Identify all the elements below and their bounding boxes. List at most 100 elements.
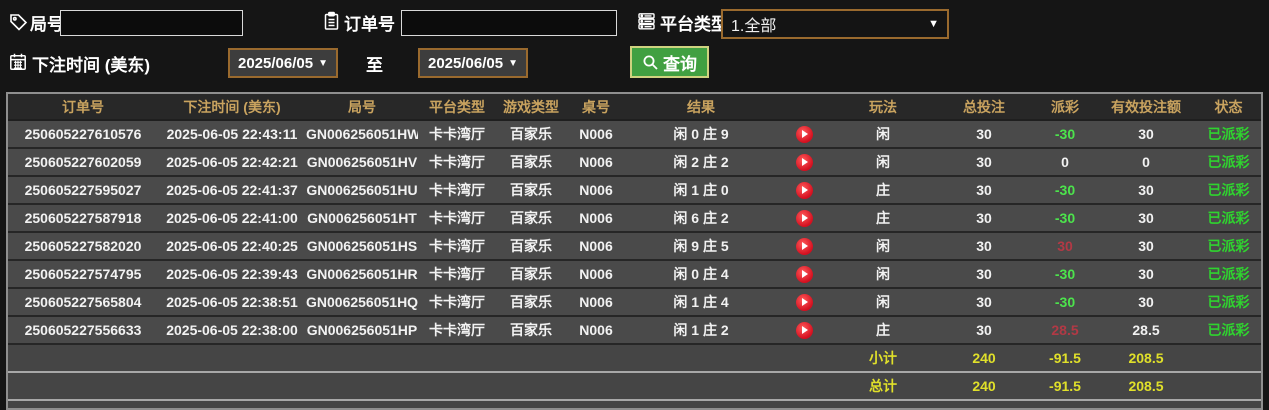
cell-game: 百家乐	[496, 120, 566, 149]
cell-platform: 卡卡湾厅	[418, 288, 496, 317]
col-valid-bet: 有效投注额	[1096, 94, 1196, 121]
cell-order_no: 250605227587918	[8, 204, 158, 233]
cell-round_no: GN006256051HP	[306, 316, 418, 345]
cell-result: 闲 2 庄 2	[626, 148, 776, 177]
date-to-value: 2025/06/05	[428, 54, 504, 72]
cell-order_no: 250605227556633	[8, 316, 158, 345]
cell-play	[776, 288, 832, 317]
cell-platform: 卡卡湾厅	[418, 176, 496, 205]
cell-total: 30	[934, 260, 1034, 289]
cell-total: 30	[934, 316, 1034, 345]
table-row: 250605227602059 2025-06-05 22:42:21 GN0062…	[8, 148, 1261, 177]
cell-payout: -30	[1034, 204, 1096, 233]
cell-bet: 闲	[832, 232, 934, 261]
cell-status: 已派彩	[1196, 204, 1261, 233]
video-play-button[interactable]	[795, 293, 813, 311]
cell-valid: 30	[1096, 232, 1196, 261]
cell-total: 30	[934, 204, 1034, 233]
cell-status: 已派彩	[1196, 316, 1261, 345]
video-play-button[interactable]	[795, 237, 813, 255]
search-button-label: 查询	[663, 54, 697, 74]
table-row: 250605227582020 2025-06-05 22:40:25 GN0062…	[8, 232, 1261, 261]
cell-order_no: 250605227582020	[8, 232, 158, 261]
video-play-button[interactable]	[795, 125, 813, 143]
cell-bet: 庄	[832, 316, 934, 345]
cell-bet_time: 2025-06-05 22:41:37	[158, 176, 306, 205]
cell-platform: 卡卡湾厅	[418, 204, 496, 233]
cell-round_no: GN006256051HW	[306, 120, 418, 149]
cell-game: 百家乐	[496, 148, 566, 177]
cell-bet_time: 2025-06-05 22:38:51	[158, 288, 306, 317]
cell-table_no: N006	[566, 120, 626, 149]
cell-valid: 30	[1096, 120, 1196, 149]
play-icon	[802, 326, 808, 335]
total-valid-bet: 208.5	[1096, 371, 1196, 401]
cell-play	[776, 120, 832, 149]
cell-platform: 卡卡湾厅	[418, 120, 496, 149]
subtotal-row: 小计 240 -91.5 208.5	[8, 343, 1261, 372]
cell-result: 闲 1 庄 2	[626, 316, 776, 345]
video-play-button[interactable]	[795, 265, 813, 283]
video-play-button[interactable]	[795, 153, 813, 171]
cell-game: 百家乐	[496, 232, 566, 261]
cell-round_no: GN006256051HQ	[306, 288, 418, 317]
cell-round_no: GN006256051HT	[306, 204, 418, 233]
cell-round_no: GN006256051HU	[306, 176, 418, 205]
cell-order_no: 250605227565804	[8, 288, 158, 317]
col-game-type: 游戏类型	[496, 94, 566, 121]
date-to-picker[interactable]: 2025/06/05 ▼	[418, 48, 528, 78]
order-number-input[interactable]	[401, 10, 617, 36]
cell-bet: 闲	[832, 120, 934, 149]
cell-game: 百家乐	[496, 260, 566, 289]
cell-play	[776, 148, 832, 177]
cell-play	[776, 260, 832, 289]
total-total-bet: 240	[934, 371, 1034, 401]
platform-stack-icon	[636, 11, 657, 31]
total-label: 总计	[832, 371, 934, 401]
col-bet-type: 玩法	[832, 94, 934, 121]
cell-valid: 0	[1096, 148, 1196, 177]
cell-payout: -30	[1034, 260, 1096, 289]
play-icon	[802, 186, 808, 195]
cell-payout: 0	[1034, 148, 1096, 177]
cell-play	[776, 204, 832, 233]
col-replay	[776, 94, 832, 121]
col-bet-time: 下注时间 (美东)	[158, 94, 306, 121]
cell-order_no: 250605227602059	[8, 148, 158, 177]
bet-records-table: 订单号 下注时间 (美东) 局号 平台类型 游戏类型 桌号 结果 玩法 总投注 …	[6, 92, 1263, 410]
cell-order_no: 250605227610576	[8, 120, 158, 149]
cell-play	[776, 316, 832, 345]
cell-bet: 闲	[832, 288, 934, 317]
platform-type-select[interactable]: 1.全部 ▼	[721, 9, 949, 39]
cell-table_no: N006	[566, 288, 626, 317]
cell-valid: 28.5	[1096, 316, 1196, 345]
cell-total: 30	[934, 232, 1034, 261]
cell-payout: 28.5	[1034, 316, 1096, 345]
calendar-icon	[8, 52, 28, 72]
video-play-button[interactable]	[795, 181, 813, 199]
round-number-input[interactable]	[60, 10, 243, 36]
col-status: 状态	[1196, 94, 1261, 121]
order-number-label: 订单号	[344, 15, 395, 34]
subtotal-valid-bet: 208.5	[1096, 343, 1196, 372]
cell-game: 百家乐	[496, 316, 566, 345]
chevron-down-icon: ▼	[508, 57, 518, 69]
cell-game: 百家乐	[496, 176, 566, 205]
cell-table_no: N006	[566, 204, 626, 233]
cell-bet: 闲	[832, 148, 934, 177]
cell-status: 已派彩	[1196, 176, 1261, 205]
cell-platform: 卡卡湾厅	[418, 260, 496, 289]
search-button[interactable]: 查询	[630, 46, 709, 78]
video-play-button[interactable]	[795, 209, 813, 227]
play-icon	[802, 270, 808, 279]
platform-type-selected-value: 1.全部	[731, 18, 777, 35]
cell-bet: 庄	[832, 204, 934, 233]
date-from-picker[interactable]: 2025/06/05 ▼	[228, 48, 338, 78]
cell-payout: -30	[1034, 120, 1096, 149]
video-play-button[interactable]	[795, 321, 813, 339]
col-total-bet: 总投注	[934, 94, 1034, 121]
table-row: 250605227574795 2025-06-05 22:39:43 GN0062…	[8, 260, 1261, 289]
bet-time-label: 下注时间 (美东)	[32, 56, 151, 75]
cell-result: 闲 1 庄 4	[626, 288, 776, 317]
cell-valid: 30	[1096, 204, 1196, 233]
